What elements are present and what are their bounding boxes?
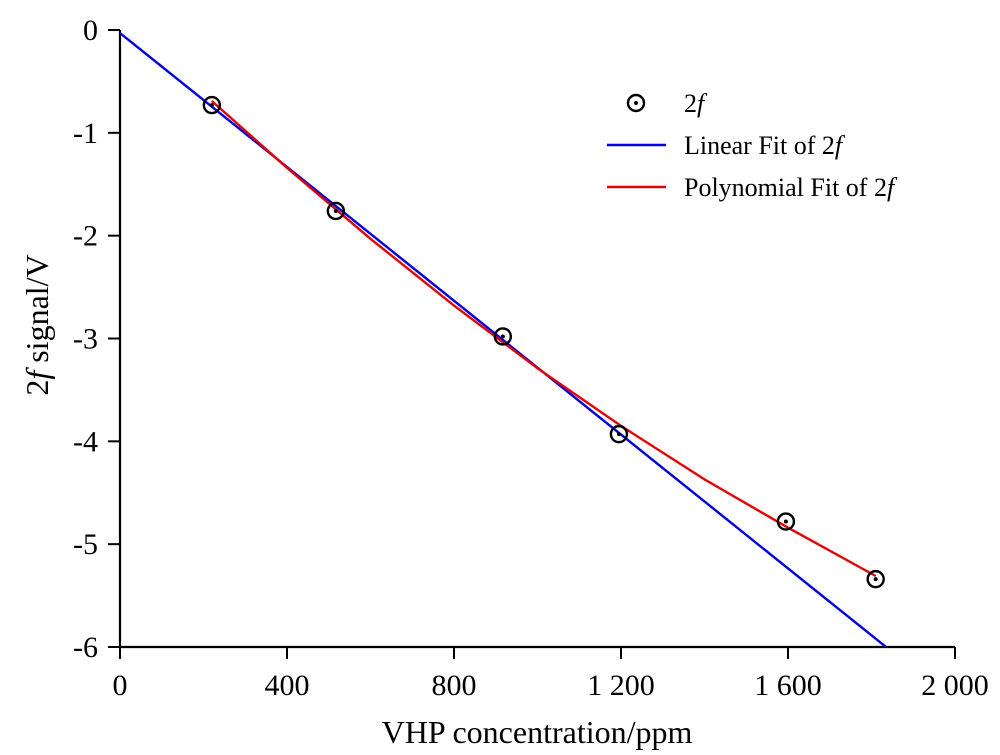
x-tick-label: 1 600 [754,669,822,702]
data-point-dot [333,208,338,213]
data-point-dot [209,103,214,108]
x-tick-label: 400 [265,669,310,702]
legend-label-italic: f [835,131,846,160]
linear-fit-line [120,32,887,647]
y-axis-title-base: 2 [19,380,55,396]
legend-label-italic: f [697,89,708,118]
data-point-ring [202,95,222,115]
y-axis-title-suffix: signal/V [19,254,55,370]
ticks: 0 400 800 1 200 1 600 2 000 0 -1 -2 -3 -4 -5 -6 [73,14,989,702]
x-tick-label: 0 [113,669,128,702]
legend-label: Linear Fit of 2f [684,131,846,160]
y-tick-label: -1 [73,117,98,150]
legend-label: Polynomial Fit of 2f [684,173,898,202]
legend-label: 2f [684,89,708,118]
y-tick-label: -4 [73,425,98,458]
data-point [493,327,513,346]
y-tick-label: -5 [73,528,98,561]
legend-label-base: 2 [684,89,697,118]
legend-label-italic: f [887,173,898,202]
legend-label-base: Polynomial Fit of 2 [684,173,887,202]
polynomial-fit-line [211,100,877,578]
data-point [326,201,346,221]
x-tick-label: 800 [432,669,477,702]
data-point-ring [609,424,629,444]
x-axis-title: VHP concentration/ppm [382,714,693,750]
data-point [776,512,796,531]
series-layer [120,32,887,647]
x-tick-label: 1 200 [587,669,655,702]
data-point-dot [783,519,788,524]
data-point [866,569,885,589]
legend-label-base: Linear Fit of 2 [684,131,835,160]
data-point-ring [866,569,885,589]
data-point-dot [873,577,878,582]
y-tick-label: 0 [83,14,98,47]
x-tick-label: 2 000 [921,669,989,702]
data-point-ring [326,201,346,221]
data-point-dot [500,334,505,339]
data-point [202,95,222,115]
y-tick-label: -6 [73,631,98,664]
y-tick-label: -2 [73,220,98,253]
axes [118,30,955,649]
data-point [609,424,629,444]
y-axis-title: 2f signal/V [19,254,55,395]
data-point-ring [776,512,796,531]
legend-marker-dot [634,101,638,105]
y-tick-label: -3 [73,323,98,356]
data-point-dot [616,432,621,437]
data-point-ring [493,327,513,346]
legend-marker-ring [626,93,646,113]
